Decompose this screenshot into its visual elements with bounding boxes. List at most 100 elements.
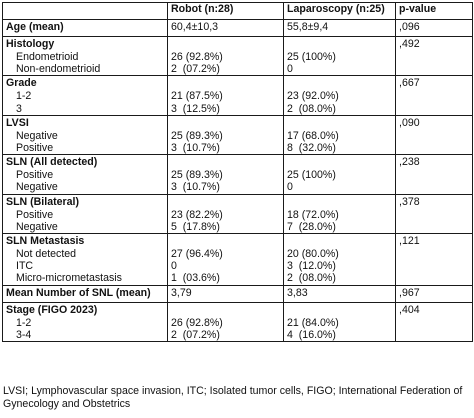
row-label: Histology [6,38,55,50]
row-value: ,090 [399,116,420,129]
subrow-value: 3 (12.5%) [171,102,220,115]
subrow-value: 27 (96.4%) [171,248,223,261]
table-section: SLN (All detected) Positive Negative 25 (89… [2,154,473,195]
row-value: ,096 [399,21,420,33]
subrow-label: 3 [16,102,22,115]
row-value [287,304,395,317]
section-cell: ,404 [395,302,473,343]
subrow-label: Micro-micrometastasis [16,272,122,285]
section-cell: 25 (100%) 0 [283,35,396,77]
subrow-value: 4 (16.0%) [287,329,336,342]
subrow-label: 1-2 [16,317,32,330]
row-value [171,156,283,169]
subrow-value: 20 (80.0%) [287,248,339,261]
row-value: 3,83 [287,287,308,300]
row-value [287,117,395,130]
section-cell: 27 (96.4%) 0 1 (03.6%) [167,233,284,287]
row-label: Mean Number of SNL (mean) [6,287,151,300]
table-section: Histology Endometrioid Non-endometrioid 26 … [2,35,473,77]
section-cell: 3,83 [283,285,396,304]
subrow-label: Not detected [16,248,77,261]
section-cell: 23 (92.0%) 2 (08.0%) [283,75,396,116]
row-value [171,77,283,90]
column-header: Robot (n:28) [167,2,284,20]
table-section: Stage (FIGO 2023) 1-2 3-4 26 (92.8%) 2 (07.2… [2,302,473,343]
section-cell: 25 (100%) 0 [283,154,396,195]
subrow-label: Positive [16,169,54,182]
subrow-value: 2 (07.2%) [171,63,220,76]
row-value [171,304,283,317]
subrow-value: 3 (12.0%) [287,260,336,273]
table-footnote: LVSI; Lymphovascular space invasion, ITC… [3,385,463,410]
row-label: Stage (FIGO 2023) [6,304,98,317]
row-value: ,121 [399,235,420,248]
section-cell: 60,4±10,3 [167,19,284,37]
column-header: Laparoscopy (n:25) [283,2,396,20]
section-cell: Histology Endometrioid Non-endometrioid [2,35,168,77]
section-cell: LVSI Negative Positive [2,114,168,156]
section-cell: Stage (FIGO 2023) 1-2 3-4 [2,302,168,343]
subrow-value: 3 (10.7%) [171,181,220,194]
row-value [287,235,395,248]
subrow-label: Positive [16,142,54,155]
section-cell: SLN (Bilateral) Positive Negative [2,193,168,235]
section-cell: 26 (92.8%) 2 (07.2%) [167,302,284,343]
table-section: SLN Metastasis Not detected ITC Micro-micro… [2,233,473,287]
row-value: ,404 [399,304,420,317]
subrow-value: 21 (84.0%) [287,317,339,330]
subrow-label: 3-4 [16,329,32,342]
subrow-label: Negative [16,220,58,233]
subrow-value: 21 (87.5%) [171,90,223,103]
subrow-value: 18 (72.0%) [287,208,339,221]
section-cell: ,096 [395,19,473,37]
row-value: ,967 [399,287,420,300]
subrow-value: 26 (92.8%) [171,317,223,330]
table-section: Grade 1-2 3 21 (87.5%) 3 (12.5%) 23 (92.0%) 2 … [2,75,473,116]
row-value: 3,79 [171,287,192,300]
row-label: SLN (Bilateral) [6,195,79,208]
row-value: ,492 [399,38,420,50]
row-value [171,38,283,51]
subrow-value: 25 (100%) [287,51,336,63]
subrow-value: 23 (82.2%) [171,208,223,221]
section-cell: 3,79 [167,285,284,304]
section-cell: ,378 [395,193,473,235]
table-header-row: Robot (n:28) Laparoscopy (n:25) p-value [2,2,473,20]
row-label: Age (mean) [6,21,64,33]
row-value [287,156,395,169]
row-value [171,235,283,248]
section-cell: SLN (All detected) Positive Negative [2,154,168,195]
subrow-value: 2 (08.0%) [287,102,336,115]
subrow-label: Negative [16,129,58,142]
section-cell: SLN Metastasis Not detected ITC Micro-micro… [2,233,168,287]
section-cell: 23 (82.2%) 5 (17.8%) [167,193,284,235]
row-value: 55,8±9,4 [287,21,329,33]
row-value [171,117,283,130]
subrow-value: 3 (10.7%) [171,142,220,155]
section-cell: 21 (84.0%) 4 (16.0%) [283,302,396,343]
row-label: Grade [6,77,37,90]
section-cell: 26 (92.8%) 2 (07.2%) [167,35,284,77]
section-cell: ,090 [395,114,473,156]
row-label: LVSI [6,116,29,129]
subrow-value: 2 (07.2%) [171,329,220,342]
section-cell: 25 (89.3%) 3 (10.7%) [167,154,284,195]
row-value [171,196,283,209]
row-label: SLN (All detected) [6,156,98,169]
subrow-value: 7 (28.0%) [287,220,336,233]
subrow-value: 8 (32.0%) [287,142,336,155]
row-value: 60,4±10,3 [171,21,219,33]
section-cell: 17 (68.0%) 8 (32.0%) [283,114,396,156]
section-cell: ,667 [395,75,473,116]
subrow-label: Endometrioid [16,51,79,63]
row-value [287,196,395,209]
subrow-label: Positive [16,208,54,221]
row-value [287,77,395,90]
section-cell: ,121 [395,233,473,287]
section-cell: ,492 [395,35,473,77]
section-cell: ,238 [395,154,473,195]
section-cell: Grade 1-2 3 [2,75,168,116]
section-cell: Age (mean) [2,19,168,37]
results-table: Robot (n:28) Laparoscopy (n:25) p-value Age… [2,2,473,343]
subrow-value: 0 [287,63,293,76]
